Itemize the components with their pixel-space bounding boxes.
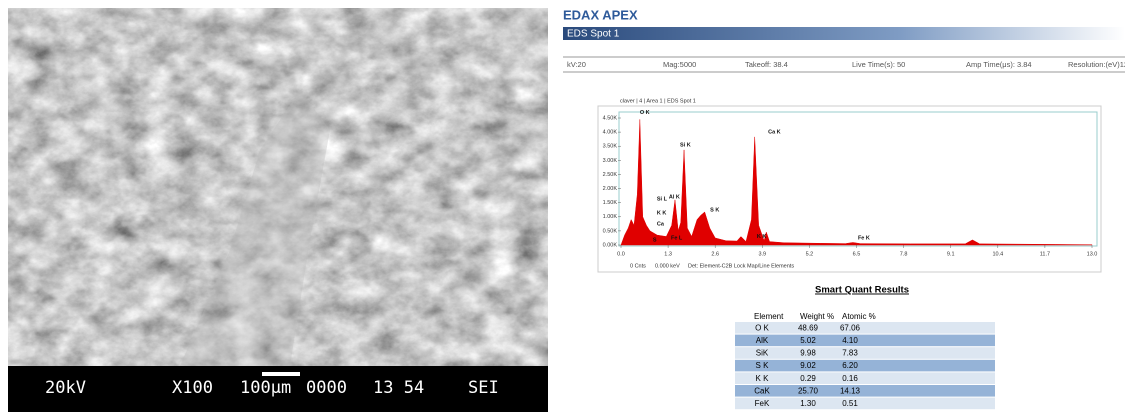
table-cell: 0.16 [842,374,858,383]
y-tick-label: 2.00K [603,186,618,192]
subtitle-bar [563,27,1125,40]
table-cell: 6.20 [842,361,858,370]
y-tick-label: 4.00K [603,130,618,136]
peak-label: K K [757,234,767,240]
spectrum [620,119,1093,246]
plot-frame [618,111,1098,247]
peak-label: Fe L [671,236,683,242]
x-tick-label: 2.6 [711,251,719,257]
table-cell: 7.83 [842,349,858,358]
table-cell: 4.10 [842,336,858,345]
x-tick-label: 11.7 [1040,251,1050,257]
footer-energy: 0.000 keV [655,263,680,269]
sem-image [8,8,548,366]
peak-label: S K [710,207,719,213]
table-cell: 48.69 [798,323,819,332]
sem-magnification: X100 [172,378,213,398]
chart-title: claver | 4 | Area 1 | EDS Spot 1 [620,98,696,104]
table-cell: 9.98 [800,349,816,358]
table-cell: CaK [754,386,770,395]
sem-detector: SEI [468,378,499,398]
table-cell: 0.51 [842,399,858,408]
table-cell: 67.06 [840,323,861,332]
y-tick-label: 2.50K [603,172,618,178]
chart-frame [597,105,1102,273]
table-cell: 25.70 [798,386,819,395]
sem-scale: 100μm [240,378,291,398]
x-tick-label: 3.9 [758,251,766,257]
sem-id: 13 54 [373,378,424,398]
peak-label: Ca K [768,130,781,136]
report-subtitle: EDS Spot 1 [567,29,620,40]
table-row [735,397,995,410]
peak-label: Si L [657,196,668,202]
table-cell: K K [756,374,770,383]
table-cell: AlK [756,336,769,345]
peak-label: O K [640,110,650,116]
x-tick-label: 6.5 [853,251,861,257]
meta-field: Amp Time(μs): 3.84 [966,60,1032,69]
report-title: EDAX APEX [563,7,638,22]
table-cell: 9.02 [800,361,816,370]
x-tick-label: 10.4 [992,251,1003,257]
x-tick-label: 7.8 [900,251,908,257]
table-row [735,334,995,347]
scale-bar [262,372,300,376]
y-tick-label: 1.00K [603,214,618,220]
peak-label: Fe K [858,235,870,241]
peak-label: Ca [657,221,665,227]
peak-label: S [653,237,657,243]
x-tick-label: 0.0 [617,251,625,257]
table-row [735,359,995,372]
footer-detector: Det: Element-C2B Lock Map/Line Elements [688,263,794,269]
table-cell: FeK [755,399,770,408]
column-header: Element [754,312,784,321]
meta-field: Resolution:(eV)129 [1068,60,1125,69]
table-row [735,347,995,359]
y-tick-label: 4.50K [603,115,618,121]
meta-field: kV:20 [567,60,586,69]
table-cell: O K [755,323,769,332]
y-tick-label: 3.50K [603,144,618,150]
meta-field: Live Time(s): 50 [852,60,905,69]
y-tick-label: 3.00K [603,158,618,164]
meta-field: Takeoff: 38.4 [745,60,788,69]
x-tick-label: 9.1 [947,251,955,257]
y-tick-label: 0.50K [603,228,618,234]
peak-label: K K [657,211,667,217]
table-cell: S K [756,361,770,370]
x-tick-label: 1.3 [664,251,672,257]
column-header: Atomic % [842,312,876,321]
table-cell: 1.30 [800,399,816,408]
quant-title: Smart Quant Results [815,285,909,296]
x-tick-label: 13.0 [1087,251,1098,257]
footer-counts: 0 Cnts [630,263,646,269]
sem-ridge [180,90,330,366]
table-row [735,385,995,397]
sem-number: 0000 [306,378,347,398]
column-header: Weight % [800,312,834,321]
x-tick-label: 5.2 [806,251,814,257]
y-tick-label: 1.50K [603,200,618,206]
table-cell: 0.29 [800,374,816,383]
table-row [735,372,995,384]
peak-label: Al K [669,194,680,200]
y-tick-label: 0.00K [603,242,618,248]
sem-voltage: 20kV [45,378,86,398]
table-cell: 5.02 [800,336,816,345]
table-cell: SiK [756,349,769,358]
table-cell: 14.13 [840,386,861,395]
table-row [735,322,995,334]
meta-field: Mag:5000 [663,60,696,69]
peak-label: Si K [680,142,691,148]
